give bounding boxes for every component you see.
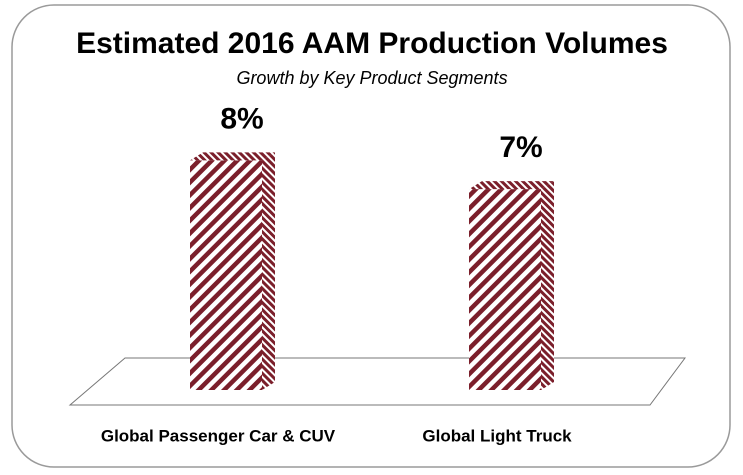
bar-side xyxy=(541,181,554,390)
chart-subtitle: Growth by Key Product Segments xyxy=(236,68,507,88)
bar-top xyxy=(190,152,275,161)
data-label: 7% xyxy=(499,131,542,164)
bar-front xyxy=(469,189,541,390)
bar-top xyxy=(469,181,554,190)
bar-side xyxy=(262,152,275,390)
chart-title: Estimated 2016 AAM Production Volumes xyxy=(76,27,668,60)
x-tick-label: Global Light Truck xyxy=(422,426,572,445)
bar xyxy=(469,181,554,390)
bar-front xyxy=(190,160,262,390)
bar xyxy=(190,152,275,390)
data-label: 8% xyxy=(220,102,263,135)
floor xyxy=(68,357,686,406)
x-tick-label: Global Passenger Car & CUV xyxy=(101,426,336,445)
